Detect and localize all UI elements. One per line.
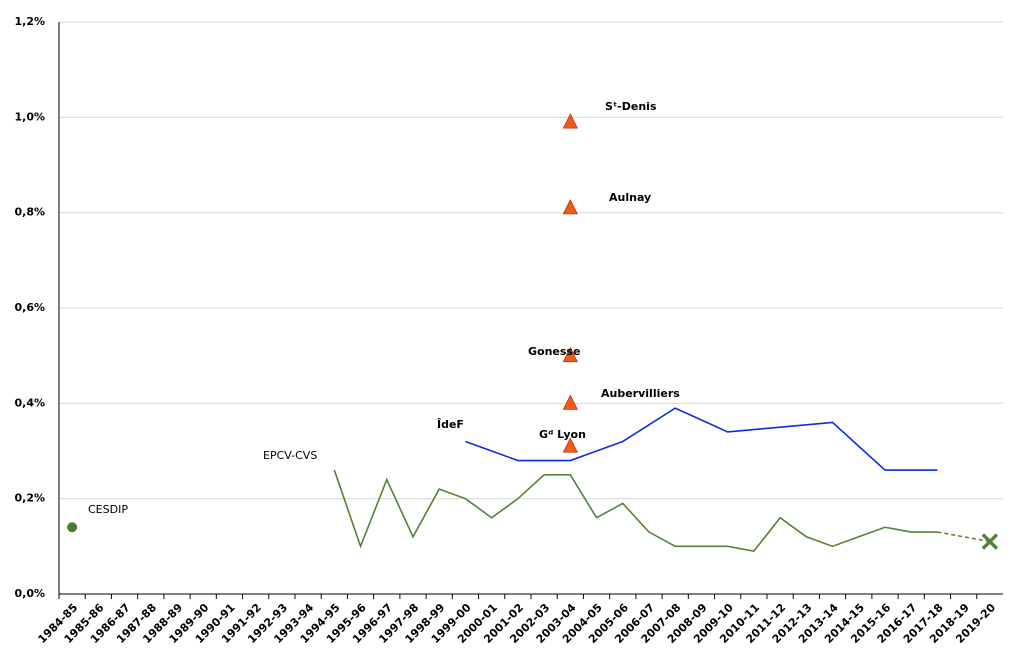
y-tick-label: 1,0% [14,110,45,123]
triangle-marker [562,199,578,215]
x-marker [981,533,999,550]
triangle-marker [562,437,578,453]
y-tick-label: 0,2% [14,492,45,505]
y-tick-label: 0,4% [14,396,45,409]
y-tick-label: 0,8% [14,206,45,219]
triangle-marker [562,394,578,410]
triangle-marker [562,346,578,363]
triangle-marker [562,113,578,129]
point-label: Aulnay [609,191,651,204]
point-label: Gonesse [528,345,580,358]
projection-line [937,531,991,543]
y-tick-label: 1,2% [14,15,45,28]
point-label: Aubervilliers [601,387,680,400]
series-line [465,407,938,471]
point [67,522,78,533]
y-tick-label: 0,6% [14,301,45,314]
y-tick-label: 0,0% [14,587,45,600]
series-line [333,469,938,552]
point-label: Gᵈ Lyon [539,428,586,441]
point-label: Sᵗ-Denis [605,100,657,113]
series-label: CESDIP [88,503,128,516]
series-label: EPCV-CVS [263,449,317,462]
series-label: ÎdeF [437,418,464,431]
